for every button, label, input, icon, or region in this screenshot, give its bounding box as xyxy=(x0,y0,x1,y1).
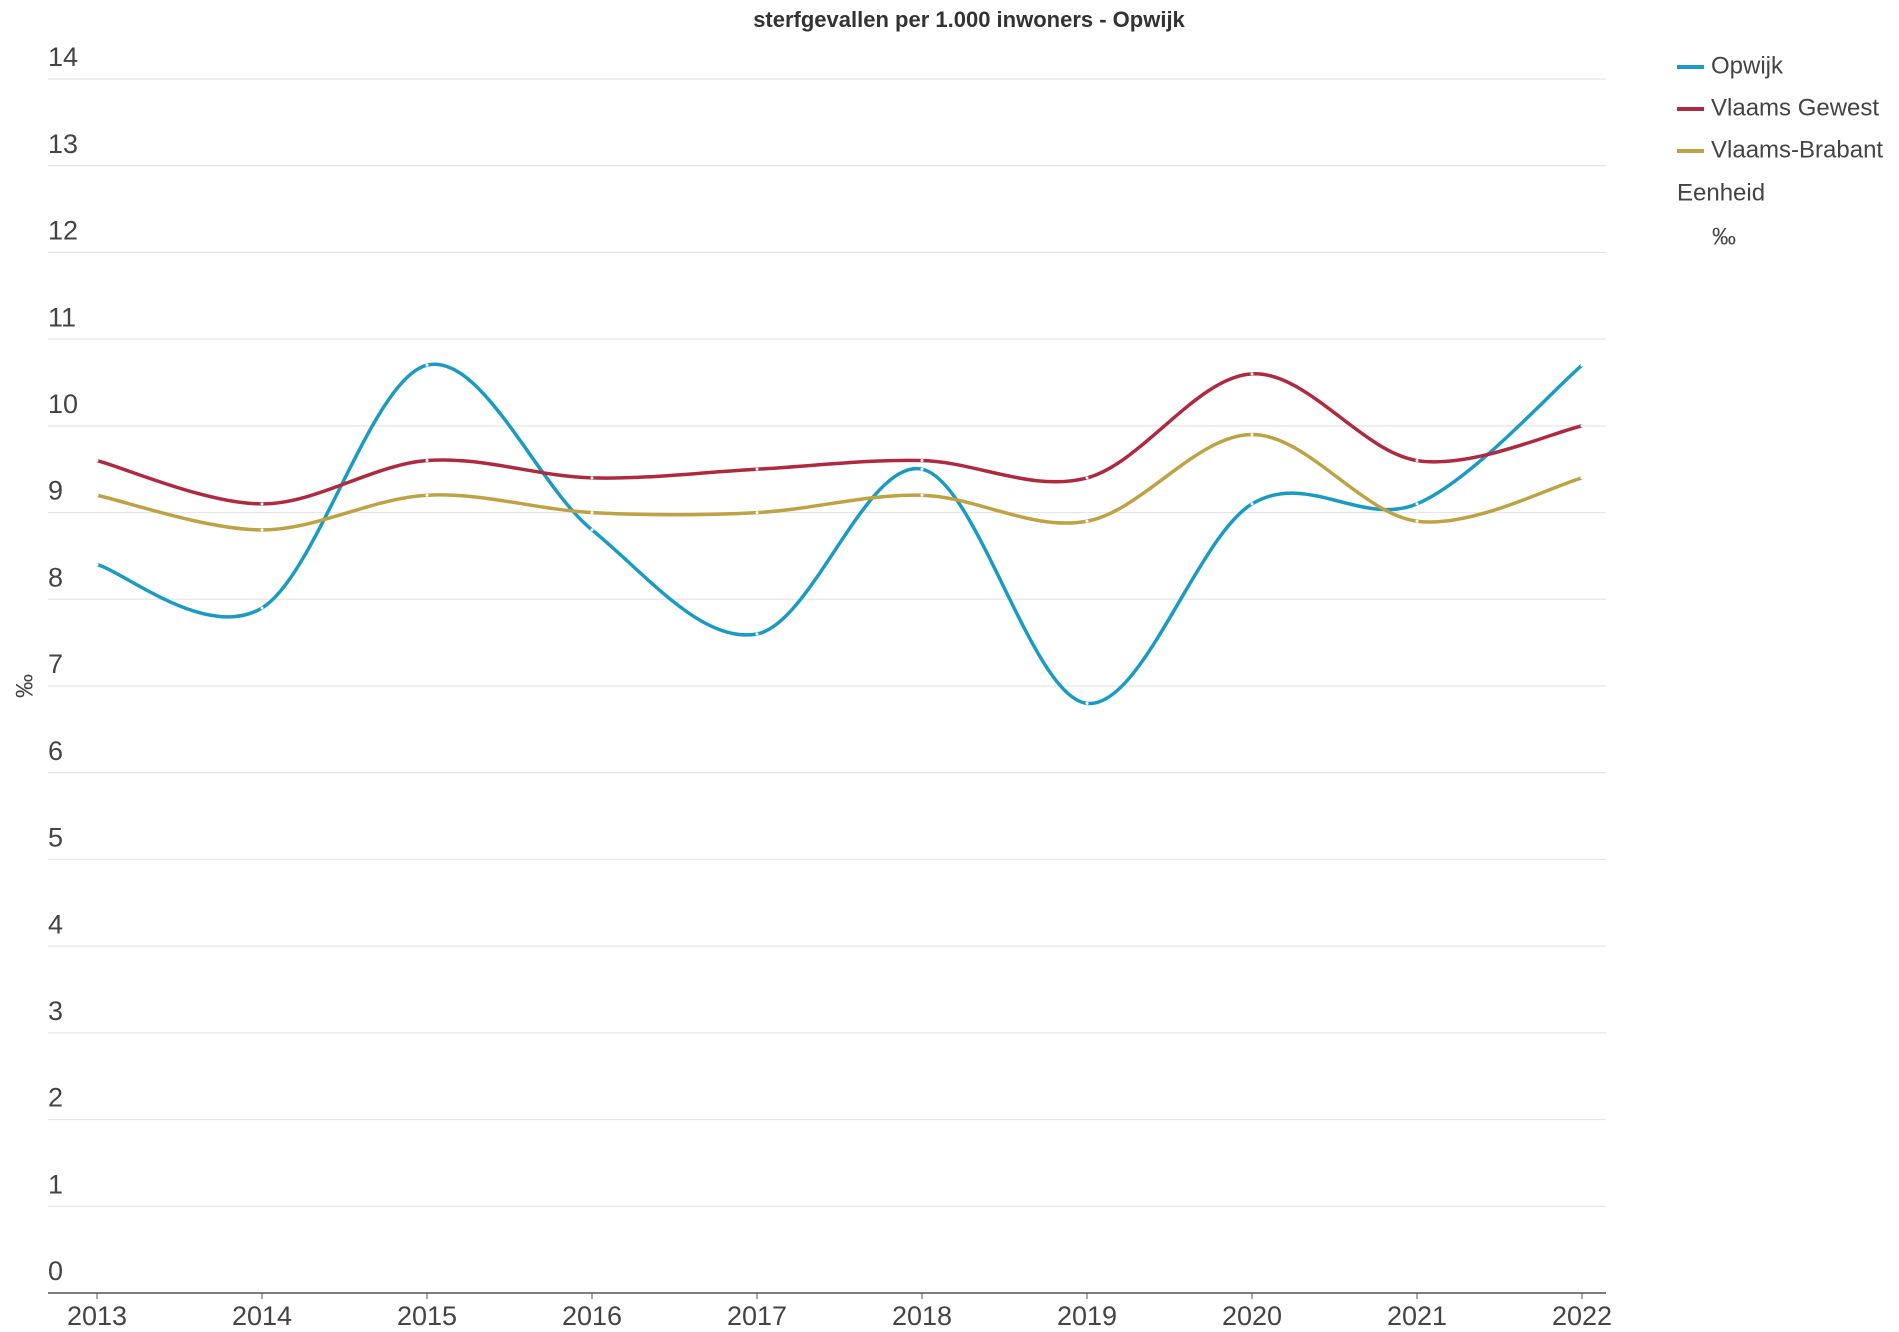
y-tick-label: 11 xyxy=(48,302,76,332)
x-tick-label: 2013 xyxy=(67,1301,127,1331)
point-dot xyxy=(95,493,99,497)
point-dot xyxy=(755,467,759,471)
point-dot xyxy=(95,563,99,567)
point-dot xyxy=(920,493,924,497)
x-tick-label: 2020 xyxy=(1222,1301,1282,1331)
point-dot xyxy=(260,502,264,506)
point-dot xyxy=(1415,459,1419,463)
y-tick-label: 1 xyxy=(48,1169,63,1199)
y-tick-label: 14 xyxy=(48,42,78,72)
point-dot xyxy=(1415,502,1419,506)
point-dot xyxy=(1085,519,1089,523)
point-dot xyxy=(1415,519,1419,523)
point-dot xyxy=(1250,372,1254,376)
point-dot xyxy=(1250,433,1254,437)
x-tick-label: 2016 xyxy=(562,1301,622,1331)
legend-title: Eenheid xyxy=(1677,179,1765,206)
point-dot xyxy=(260,528,264,532)
y-tick-label: 13 xyxy=(48,129,78,159)
x-tick-label: 2018 xyxy=(892,1301,952,1331)
y-axis-label: ‰ xyxy=(11,674,38,698)
point-dot xyxy=(920,467,924,471)
legend-unit: ‰ xyxy=(1712,223,1736,250)
point-dot xyxy=(425,363,429,367)
y-tick-label: 12 xyxy=(48,216,78,246)
point-dot xyxy=(1085,701,1089,705)
point-dot xyxy=(590,528,594,532)
line-series xyxy=(96,362,1584,706)
x-tick-label: 2017 xyxy=(727,1301,787,1331)
y-tick-label: 9 xyxy=(48,476,63,506)
point-dot xyxy=(920,459,924,463)
y-tick-label: 3 xyxy=(48,996,63,1026)
line-series xyxy=(96,432,1583,532)
x-tick-label: 2014 xyxy=(232,1301,292,1331)
point-dot xyxy=(1580,363,1584,367)
point-dot xyxy=(95,459,99,463)
x-tick-label: 2019 xyxy=(1057,1301,1117,1331)
point-dot xyxy=(1250,502,1254,506)
point-dot xyxy=(1580,424,1584,428)
point-dot xyxy=(590,476,594,480)
y-tick-label: 5 xyxy=(48,823,63,853)
point-dot xyxy=(1580,476,1584,480)
point-dot xyxy=(425,459,429,463)
y-tick-label: 0 xyxy=(48,1256,63,1286)
y-tick-label: 7 xyxy=(48,649,63,679)
chart-title: sterfgevallen per 1.000 inwoners - Opwij… xyxy=(753,7,1185,32)
y-tick-label: 8 xyxy=(48,562,63,592)
line-series xyxy=(96,372,1583,506)
x-tick-label: 2015 xyxy=(397,1301,457,1331)
y-tick-label: 4 xyxy=(48,909,63,939)
point-dot xyxy=(260,606,264,610)
x-tick-label: 2022 xyxy=(1552,1301,1612,1331)
y-tick-label: 2 xyxy=(48,1083,63,1113)
point-dot xyxy=(755,511,759,515)
legend-label: Vlaams-Brabant xyxy=(1711,136,1883,163)
point-dot xyxy=(590,511,594,515)
point-dot xyxy=(755,632,759,636)
y-tick-label: 10 xyxy=(48,389,78,419)
legend-label: Opwijk xyxy=(1711,52,1784,79)
y-tick-label: 6 xyxy=(48,736,63,766)
legend-label: Vlaams Gewest xyxy=(1711,94,1879,121)
point-dot xyxy=(1085,476,1089,480)
x-tick-label: 2021 xyxy=(1387,1301,1447,1331)
point-dot xyxy=(425,493,429,497)
